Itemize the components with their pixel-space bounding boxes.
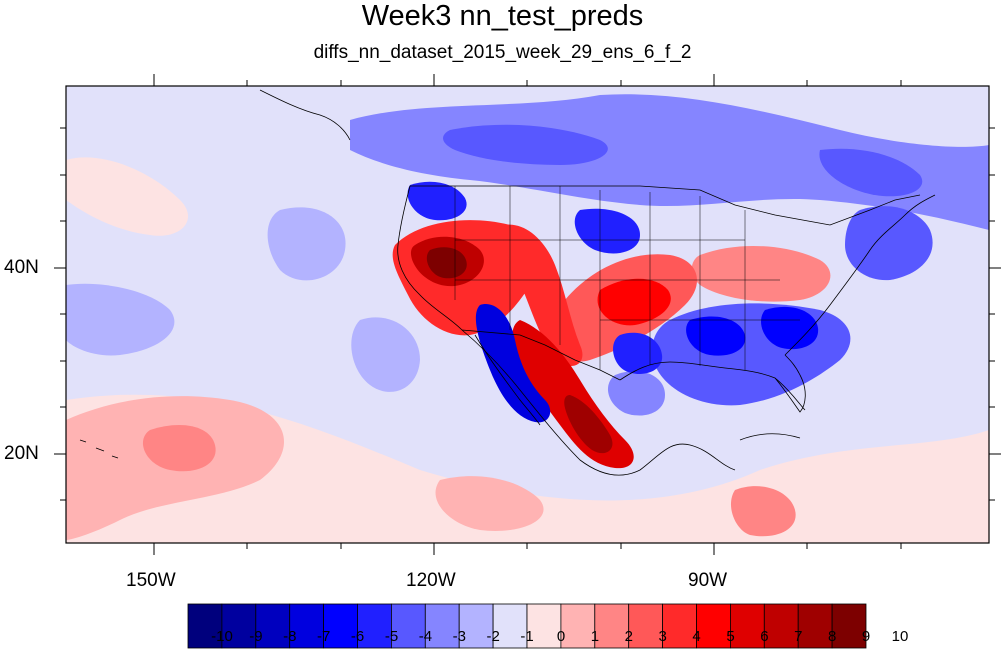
west-coast-hot-core <box>426 247 467 279</box>
us-canada-border <box>410 185 921 226</box>
x-tick-label: 150W <box>126 570 176 591</box>
mexico-coast <box>461 329 736 476</box>
map-title: Week3 nn_test_preds <box>361 0 644 32</box>
colorbar-swatch <box>628 603 664 649</box>
colorbar-swatch <box>289 603 325 649</box>
colorbar-swatch <box>424 603 460 649</box>
state-lines <box>454 186 800 370</box>
colorbar-swatch <box>255 603 291 649</box>
colorbar-label: -2 <box>486 628 500 645</box>
hawaii-warm-core <box>142 425 216 472</box>
baja-mexico-warm-core <box>564 395 613 454</box>
map-outlines <box>79 89 936 476</box>
colorbar-label: 10 <box>891 628 909 645</box>
gulf-cold-patch <box>607 371 665 416</box>
axis-ticks <box>54 74 1001 555</box>
colorbar-swatch <box>696 603 731 649</box>
colorbar-swatch <box>730 603 765 649</box>
east-coast <box>784 194 936 356</box>
southwest-cold-anomaly <box>475 304 551 423</box>
colorbar-label: -3 <box>452 628 466 645</box>
colorbar-swatch <box>797 603 833 649</box>
colorbar-label: 3 <box>658 628 667 645</box>
florida <box>774 354 806 413</box>
colorbar-swatch <box>323 603 358 649</box>
cuba <box>739 433 801 441</box>
colorbar-label: -1 <box>520 628 534 645</box>
rockies-warm-stripe <box>503 224 583 366</box>
y-tick-label: 20N <box>4 443 39 464</box>
colorbar-label: 0 <box>556 628 566 645</box>
colorbar-swatch <box>763 603 799 649</box>
colorbar <box>187 603 867 649</box>
colorbar-label: -10 <box>211 628 233 645</box>
colorbar-label: -7 <box>317 628 331 645</box>
us-mexico-border <box>461 329 621 381</box>
northwest-pink-patch <box>66 157 189 236</box>
alaska-coast <box>259 89 351 141</box>
us-west-coast <box>397 185 463 331</box>
ohio-valley-warm-anomaly <box>691 245 831 302</box>
colorbar-swatch <box>221 603 257 649</box>
colorbar-swatch <box>831 603 867 649</box>
map-fields <box>66 86 989 543</box>
south-warm-patch <box>435 476 544 531</box>
colorbar-label: 8 <box>828 628 837 645</box>
colorbar-swatch <box>594 603 630 649</box>
baja-peninsula <box>474 334 541 426</box>
colorbar-swatch <box>560 603 596 649</box>
colorbar-label: 7 <box>794 628 803 645</box>
offshore-cool-patch <box>351 317 420 392</box>
colorbar-swatch <box>492 603 528 649</box>
caribbean-warm-patch <box>730 486 796 537</box>
hawaii-islands <box>79 439 119 459</box>
y-tick-label: 40N <box>4 257 39 278</box>
x-tick-label: 90W <box>688 570 728 591</box>
carolina-cold-core <box>761 306 819 350</box>
colorbar-label: 2 <box>624 628 633 645</box>
x-tick-label: 120W <box>406 570 456 591</box>
colorbar-label: 1 <box>590 628 600 645</box>
colorbar-label: -8 <box>283 628 297 645</box>
north-pacific-anomaly <box>66 283 175 356</box>
gulf-coast <box>619 361 806 411</box>
canada-cold-core <box>443 124 608 165</box>
colorbar-label: -6 <box>350 628 365 645</box>
colorbar-swatch <box>390 603 426 649</box>
northeast-cold-anomaly <box>845 206 933 281</box>
colorbar-label: -4 <box>418 628 433 645</box>
southeast-cold-core <box>686 316 746 356</box>
central-pacific-anomaly <box>267 207 346 281</box>
map-subtitle: diffs_nn_dataset_2015_week_29_ens_6_f_2 <box>313 42 692 63</box>
colorbar-label: 4 <box>692 628 701 645</box>
colorbar-label: -5 <box>384 628 399 645</box>
quebec-cold-core <box>819 148 923 197</box>
colorbar-label: 9 <box>861 628 871 645</box>
pnw-cold-core <box>407 181 467 221</box>
colorbar-label: -9 <box>249 628 263 645</box>
colorbar-label: 5 <box>726 628 735 645</box>
colorbar-swatch <box>526 603 562 649</box>
plains-warm-core <box>597 278 671 326</box>
colorbar-swatch <box>187 603 223 649</box>
montana-cold-core <box>574 208 640 254</box>
colorbar-swatch <box>662 603 697 649</box>
colorbar-label: 6 <box>760 628 769 645</box>
colorbar-swatch <box>458 603 494 649</box>
